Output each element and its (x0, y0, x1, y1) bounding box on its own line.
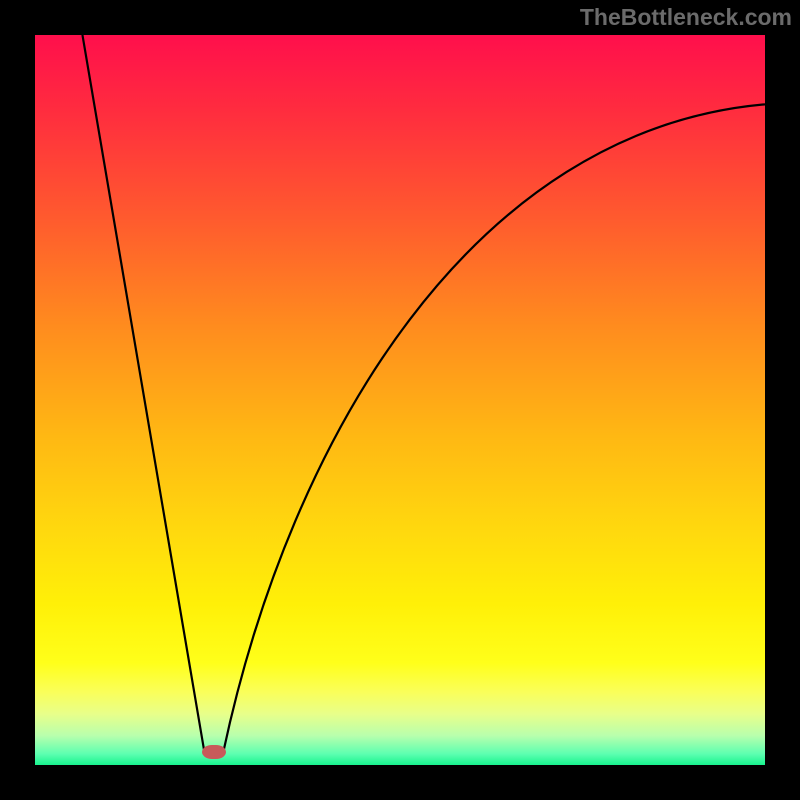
bottleneck-curve (35, 35, 765, 765)
chart-canvas: TheBottleneck.com (0, 0, 800, 800)
watermark-text: TheBottleneck.com (580, 4, 792, 31)
optimal-point-marker (202, 745, 226, 759)
plot-area (35, 35, 765, 765)
